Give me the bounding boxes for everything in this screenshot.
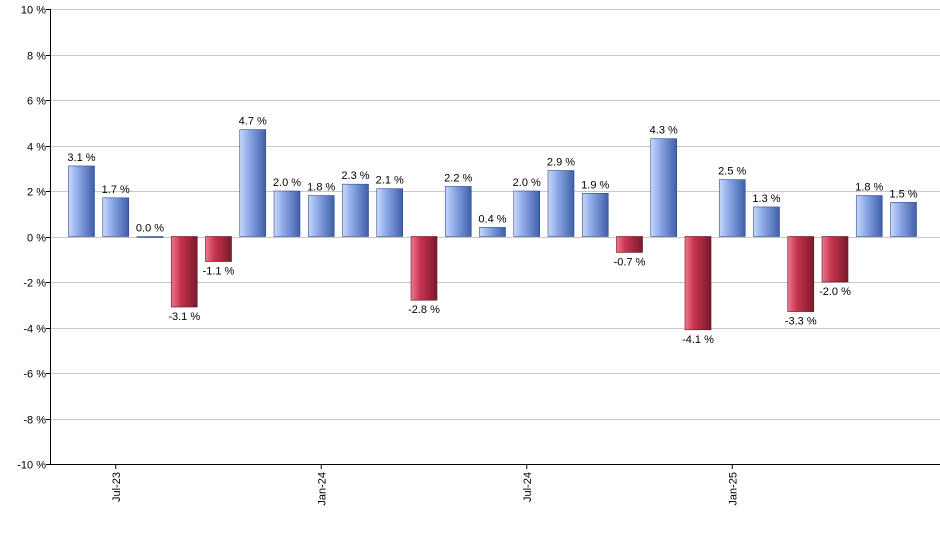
x-tick-label: Jan-24: [316, 472, 328, 506]
bars: [68, 129, 917, 331]
bar: [479, 227, 506, 237]
bar: [547, 170, 575, 237]
data-label: 0.0 %: [136, 223, 164, 235]
bar: [718, 179, 746, 237]
y-tick-label: -2 %: [23, 278, 46, 290]
y-tick-label: 10 %: [21, 5, 46, 17]
data-labels: 3.1 % 1.7 % 0.0 % -3.1 % -1.1 % 4.7 % 2.0 % 1.8…: [67, 116, 917, 346]
bar: [170, 236, 198, 308]
data-label: 1.8 %: [307, 182, 335, 194]
bar: [787, 236, 815, 312]
data-label: 4.3 %: [650, 125, 678, 137]
y-tick-label: 6 %: [27, 96, 46, 108]
bar: [102, 197, 130, 237]
bar: [273, 190, 301, 237]
bar: [855, 195, 883, 237]
x-tick-label: Jul-24: [522, 472, 534, 502]
bar: [376, 188, 404, 237]
bar: [821, 236, 849, 283]
bar: [307, 195, 335, 237]
data-label: 1.7 %: [102, 184, 130, 196]
bar: [890, 202, 917, 237]
data-label: 0.4 %: [478, 213, 506, 225]
x-tick-label: Jan-25: [727, 472, 739, 506]
bar: [753, 206, 780, 237]
data-label: -2.8 %: [408, 304, 440, 316]
data-label: 1.5 %: [889, 188, 917, 200]
bar: [684, 236, 712, 331]
bar: [410, 236, 438, 301]
bar: [68, 165, 95, 237]
data-label: -3.1 %: [168, 311, 200, 323]
data-label: 2.5 %: [718, 166, 746, 178]
y-tick-label: -4 %: [23, 324, 46, 336]
y-tick-label: -8 %: [23, 415, 46, 427]
y-tick-label: 4 %: [27, 142, 46, 154]
data-label: -1.1 %: [203, 266, 235, 278]
data-label: -2.0 %: [819, 286, 851, 298]
bar: [650, 138, 678, 237]
y-axis: 10 % 8 % 6 % 4 % 2 % 0 % -2 % -4 % -6 % -8 % -10 %: [17, 5, 51, 472]
data-label: 1.9 %: [581, 179, 609, 191]
x-axis: Jul-23 Jan-24 Jul-24 Jan-25: [50, 464, 940, 506]
bar: [342, 183, 369, 237]
data-label: 1.8 %: [855, 182, 883, 194]
bar: [616, 236, 643, 253]
y-tick-label: -10 %: [17, 460, 46, 472]
y-tick-label: -6 %: [23, 369, 46, 381]
bar: [513, 190, 541, 237]
data-label: 2.0 %: [513, 177, 541, 189]
data-label: 2.2 %: [444, 172, 472, 184]
bar: [136, 236, 164, 238]
data-label: 1.3 %: [752, 193, 780, 205]
data-label: -0.7 %: [614, 256, 646, 268]
data-label: 2.0 %: [273, 177, 301, 189]
data-label: 2.3 %: [341, 170, 369, 182]
x-tick-label: Jul-23: [111, 472, 123, 502]
data-label: 4.7 %: [239, 116, 267, 128]
data-label: 3.1 %: [67, 152, 95, 164]
bar: [444, 186, 472, 237]
data-label: 2.1 %: [376, 175, 404, 187]
data-label: -4.1 %: [682, 334, 714, 346]
bar: [581, 192, 609, 237]
y-tick-label: 0 %: [27, 233, 46, 245]
data-label: -3.3 %: [785, 316, 817, 328]
bar: [239, 129, 267, 237]
bar: [205, 236, 232, 262]
y-tick-label: 2 %: [27, 187, 46, 199]
data-label: 2.9 %: [547, 157, 575, 169]
y-tick-label: 8 %: [27, 51, 46, 63]
